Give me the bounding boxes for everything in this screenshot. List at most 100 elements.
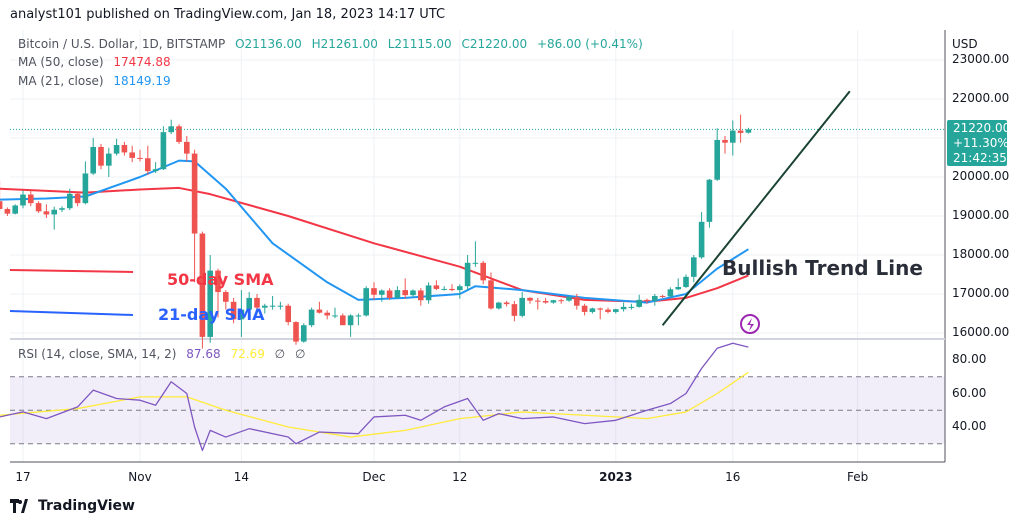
candle-body [574, 297, 580, 306]
candle [371, 282, 377, 300]
candle-body [730, 130, 736, 143]
time-tick: 14 [233, 470, 250, 484]
trend-line-annotation: Bullish Trend Line [722, 256, 923, 280]
candle-body [410, 290, 416, 296]
candle [20, 190, 26, 209]
candle-body [722, 139, 728, 143]
last-price-label: 21220.00 +11.30% 21:42:35 [947, 120, 1010, 166]
price-tick: 17000.00 [952, 286, 1010, 300]
candle [363, 286, 369, 317]
candle-body [425, 285, 432, 301]
candle [386, 288, 393, 300]
candle [535, 297, 541, 310]
change-value: +86.00 (+0.41%) [536, 37, 643, 51]
rsi-legend[interactable]: RSI (14, close, SMA, 14, 2) 87.68 72.69 … [18, 347, 311, 361]
candle [59, 206, 65, 213]
candle [0, 180, 3, 213]
candle-body [449, 288, 455, 291]
candle-body [238, 309, 245, 320]
candle [113, 138, 120, 156]
candle [597, 307, 603, 320]
candle-body [527, 297, 533, 301]
price-tick: 18000.00 [952, 247, 1010, 261]
candle-body [675, 286, 681, 290]
time-tick: 17 [15, 470, 31, 484]
candle-body [480, 262, 486, 281]
candle-body [737, 130, 744, 133]
candle [581, 303, 588, 316]
candle-body [301, 325, 307, 342]
candle [589, 307, 596, 314]
candle-body [613, 309, 619, 312]
candle [379, 289, 385, 302]
candle-body [667, 289, 674, 297]
ma21-legend[interactable]: MA (21, close) 18149.19 [18, 74, 177, 88]
candle [605, 307, 611, 314]
candle-body [121, 145, 128, 153]
candle [269, 295, 276, 310]
candle [121, 141, 128, 156]
ma21-value: 18149.19 [113, 74, 171, 88]
candle [730, 120, 736, 156]
candle [308, 307, 315, 328]
candle [28, 189, 34, 207]
candle-body [714, 139, 720, 180]
candle [503, 301, 510, 307]
candle-body [558, 300, 564, 302]
candle [449, 284, 455, 292]
candle [137, 149, 143, 162]
ma50-legend[interactable]: MA (50, close) 17474.88 [18, 55, 177, 69]
candle [706, 178, 713, 228]
candle-body [4, 208, 11, 214]
candle-body [59, 208, 65, 210]
candle [254, 294, 260, 312]
candle [106, 147, 112, 177]
candle [628, 303, 635, 310]
bullish-trend-line [661, 90, 851, 326]
candle-body [67, 193, 73, 209]
publish-header: analyst101 published on TradingView.com,… [10, 7, 446, 22]
candle [574, 294, 580, 310]
candle-body [113, 145, 120, 154]
rsi-tick: 40.00 [952, 419, 987, 433]
candle [74, 192, 81, 207]
candle [480, 260, 486, 285]
candle [722, 136, 728, 154]
candle-body [316, 309, 323, 313]
candle [90, 138, 96, 176]
candle [215, 268, 221, 318]
candle-body [308, 309, 315, 326]
candle-body [542, 301, 549, 303]
time-tick: 12 [452, 470, 468, 484]
candle [714, 128, 720, 181]
candle-body [488, 280, 494, 309]
candle-body [589, 308, 596, 312]
symbol-name[interactable]: Bitcoin / U.S. Dollar, 1D, BITSTAMP [18, 37, 226, 51]
tradingview-logo-icon [10, 499, 28, 513]
candle-body [379, 290, 385, 295]
tradingview-logo[interactable]: TradingView [10, 498, 135, 514]
candle-body [207, 270, 213, 337]
candle [230, 297, 237, 324]
candle-body [535, 300, 541, 302]
candle-body [745, 129, 752, 133]
brand-name: TradingView [38, 498, 135, 514]
candle [659, 294, 666, 298]
candle-body [496, 302, 502, 309]
candle [418, 288, 424, 306]
candle-body [597, 308, 603, 310]
ma50-label: MA (50, close) [18, 55, 104, 69]
candle-body [659, 295, 666, 297]
candle-body [464, 262, 471, 287]
candle-body [215, 270, 221, 293]
candle-body [691, 257, 697, 277]
time-tick: 2023 [599, 470, 633, 484]
candle [184, 136, 190, 162]
price-tick: 22000.00 [952, 91, 1010, 105]
candle-body [176, 126, 182, 142]
candle-body [347, 315, 354, 326]
candle [285, 303, 291, 326]
candle [511, 301, 518, 322]
